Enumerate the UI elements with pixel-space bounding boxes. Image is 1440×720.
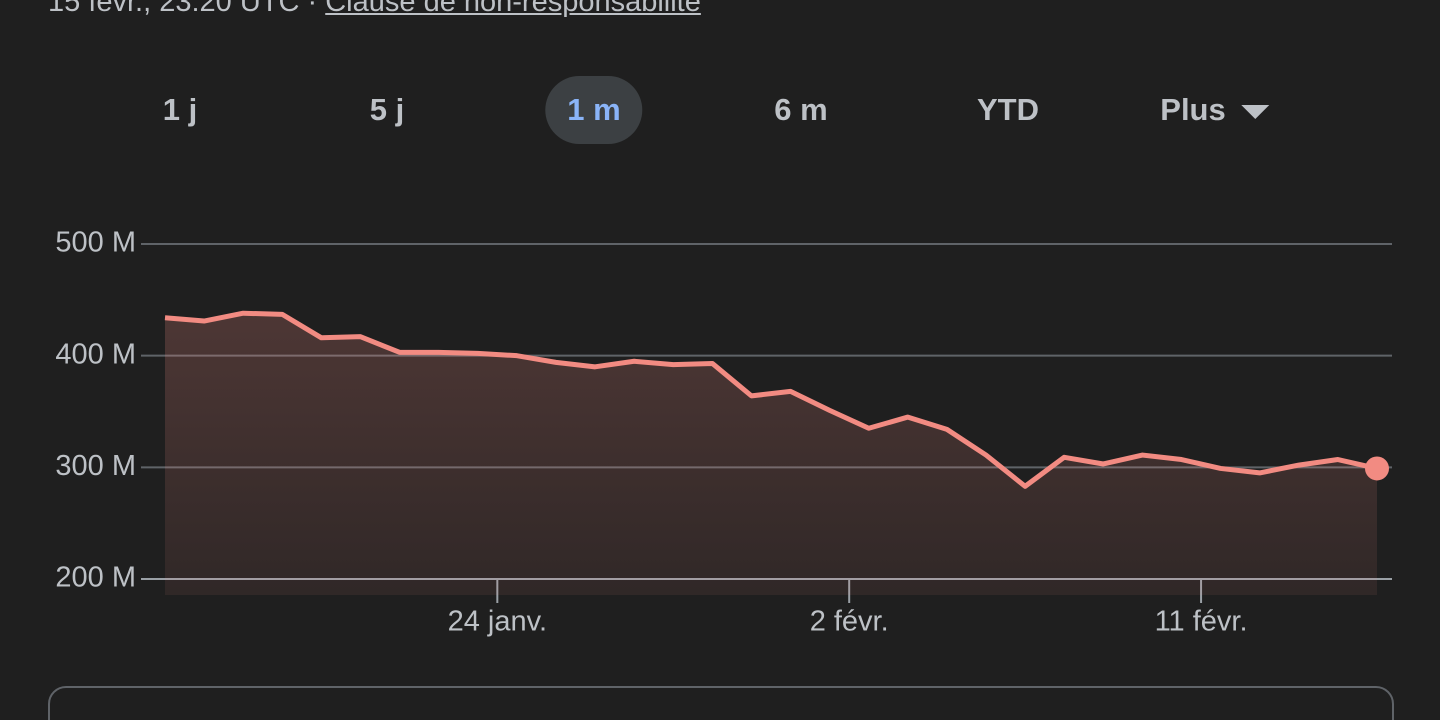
last-point bbox=[1365, 456, 1389, 481]
y-tick-label: 300 M bbox=[55, 450, 136, 482]
tab-label: 6 m bbox=[774, 92, 828, 127]
range-tab[interactable]: 1 j bbox=[141, 76, 219, 144]
x-tick-label: 24 janv. bbox=[448, 606, 547, 638]
y-tick-label: 500 M bbox=[55, 227, 136, 259]
tab-label: YTD bbox=[977, 92, 1039, 127]
timestamp: 15 févr., 23:20 UTC · bbox=[48, 0, 318, 18]
y-tick-label: 400 M bbox=[55, 338, 136, 370]
tab-label: 5 j bbox=[369, 92, 405, 127]
range-tab[interactable]: 6 m bbox=[752, 76, 849, 144]
dropdown-arrow bbox=[1241, 104, 1270, 119]
range-tab[interactable]: Plus bbox=[1138, 76, 1291, 144]
range-tabs: 1 j 5 j 1 m 6 m YTD Plus bbox=[0, 76, 1440, 144]
tab-label: 1 m bbox=[567, 92, 621, 127]
price-line bbox=[164, 310, 1378, 489]
tab-label: Plus bbox=[1160, 92, 1226, 127]
range-tab[interactable]: YTD bbox=[955, 76, 1061, 144]
area-fill bbox=[165, 313, 1377, 595]
stats-panel bbox=[48, 686, 1394, 720]
range-tab[interactable]: 1 m bbox=[545, 76, 643, 144]
header: 15 févr., 23:20 UTC · Clause de non-resp… bbox=[48, 0, 701, 19]
tab-label: 1 j bbox=[162, 92, 198, 127]
y-tick-label: 200 M bbox=[55, 562, 136, 594]
x-tick-label: 2 févr. bbox=[810, 606, 889, 638]
range-tab[interactable]: 5 j bbox=[348, 76, 426, 144]
disclaimer-link[interactable]: Clause de non-responsabilité bbox=[325, 0, 701, 18]
x-tick-label: 11 févr. bbox=[1155, 606, 1248, 638]
